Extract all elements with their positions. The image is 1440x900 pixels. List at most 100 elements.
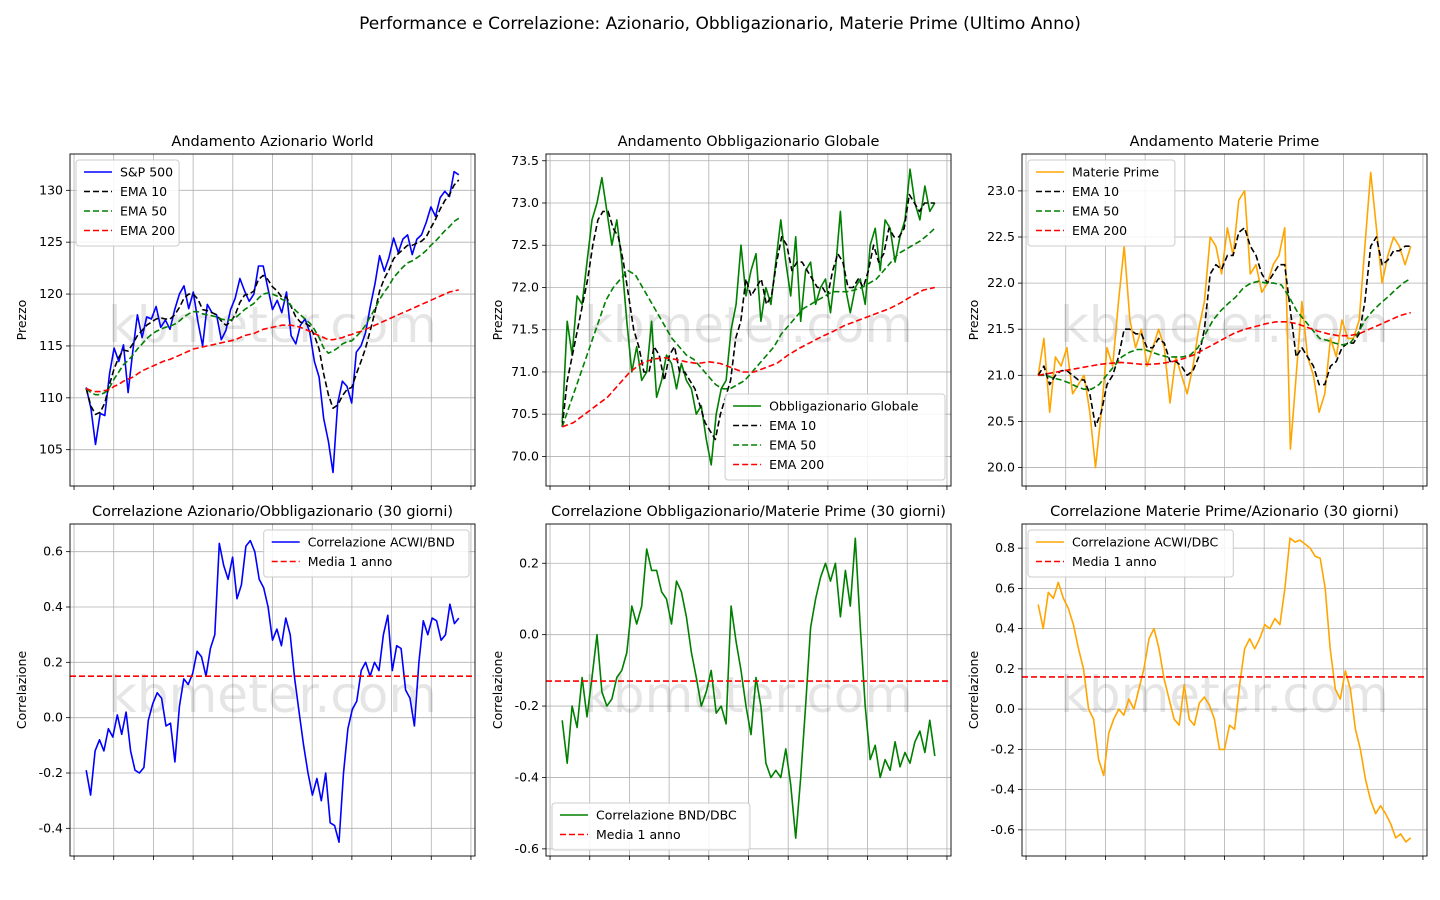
y-tick-label: -0.4 xyxy=(515,769,539,784)
y-tick-label: 120 xyxy=(39,286,63,301)
legend-label: EMA 10 xyxy=(769,418,816,433)
series-line-2 xyxy=(85,179,460,416)
series-line-1 xyxy=(561,168,936,466)
y-tick-label: 0.4 xyxy=(995,621,1015,636)
legend-box xyxy=(1027,159,1176,247)
y-axis-label: Correlazione xyxy=(490,651,505,730)
axes-frame xyxy=(69,523,476,857)
legend-label: EMA 50 xyxy=(1072,204,1119,219)
y-tick-label: 110 xyxy=(39,390,63,405)
legend: Correlazione ACWI/DBC Media 1 anno xyxy=(1027,529,1234,578)
y-axis-label: Prezzo xyxy=(490,300,505,341)
y-tick-label: -0.2 xyxy=(39,765,63,780)
series-line-3 xyxy=(85,217,460,396)
watermark: kbmeter.com xyxy=(108,666,437,724)
figure-title: Performance e Correlazione: Azionario, O… xyxy=(359,14,1081,34)
legend: Materie Prime EMA 10 EMA 50 EMA 200 xyxy=(1027,159,1176,247)
y-tick-label: 0.2 xyxy=(43,654,63,669)
y-tick-label: 72.5 xyxy=(511,237,539,252)
axes-frame xyxy=(1021,153,1428,487)
series-line-3 xyxy=(561,227,936,428)
y-tick-label: 20.5 xyxy=(987,413,1015,428)
y-tick-label: -0.6 xyxy=(515,841,539,856)
y-tick-label: 70.5 xyxy=(511,406,539,421)
y-axis-label: Prezzo xyxy=(966,300,981,341)
y-tick-label: 0.0 xyxy=(995,701,1015,716)
legend-label: S&P 500 xyxy=(120,165,173,180)
series-line-4 xyxy=(1038,311,1412,377)
series-line-2 xyxy=(561,193,935,441)
legend-label: EMA 50 xyxy=(769,438,816,453)
y-tick-label: 71.0 xyxy=(511,364,539,379)
series-line-2 xyxy=(1037,227,1411,427)
axes-frame xyxy=(545,523,952,857)
y-tick-label: -0.4 xyxy=(39,820,63,835)
y-tick-label: 0.2 xyxy=(519,555,539,570)
legend-label: Obbligazionario Globale xyxy=(769,399,919,414)
y-tick-label: 0.4 xyxy=(43,599,63,614)
legend-box xyxy=(75,159,180,247)
y-tick-label: -0.6 xyxy=(991,822,1015,837)
series-line-1 xyxy=(85,170,460,474)
legend: S&P 500 EMA 10 EMA 50 EMA 200 xyxy=(75,159,180,247)
y-tick-label: 0.2 xyxy=(995,661,1015,676)
y-axis-label: Correlazione xyxy=(14,651,29,730)
legend-label: EMA 200 xyxy=(1072,223,1127,238)
y-tick-label: 22.0 xyxy=(987,275,1015,290)
chart-panel-5: -0.6 -0.4 -0.2 0.0 0.2 kbmeter.com Correlazion… xyxy=(490,504,952,860)
legend-label: EMA 200 xyxy=(769,457,824,472)
y-tick-label: 20.0 xyxy=(987,460,1015,475)
y-tick-label: 0.6 xyxy=(995,580,1015,595)
y-tick-label: -0.4 xyxy=(991,782,1015,797)
y-axis-label: Correlazione xyxy=(966,651,981,730)
y-tick-label: -0.2 xyxy=(515,698,539,713)
legend-label: Materie Prime xyxy=(1072,165,1159,180)
legend-label: EMA 200 xyxy=(120,223,175,238)
chart-panel-4: -0.4 -0.2 0.0 0.2 0.4 0.6 kbmeter.com Correlazi… xyxy=(14,504,476,860)
y-tick-label: 0.6 xyxy=(43,544,63,559)
series-line-1 xyxy=(1037,537,1412,843)
y-tick-label: 71.5 xyxy=(511,322,539,337)
legend-box xyxy=(551,802,751,851)
chart-panel-2: 70.070.571.071.572.072.573.073.5kbmeter.… xyxy=(490,134,952,490)
chart-panel-6: -0.6 -0.4 -0.2 0.0 0.2 0.4 0.6 0.8 kbmeter.com Co… xyxy=(966,504,1428,860)
y-axis-label: Prezzo xyxy=(14,300,29,341)
legend-label: Media 1 anno xyxy=(1072,554,1157,569)
legend-label: EMA 10 xyxy=(120,184,167,199)
legend-label: Correlazione ACWI/DBC xyxy=(1072,535,1219,550)
legend: Correlazione ACWI/BND Media 1 anno xyxy=(263,529,470,578)
axes-frame xyxy=(545,153,952,487)
y-tick-label: 70.0 xyxy=(511,448,539,463)
y-tick-label: 21.5 xyxy=(987,321,1015,336)
watermark: kbmeter.com xyxy=(1060,666,1389,724)
y-tick-label: 125 xyxy=(39,234,63,249)
legend-label: Correlazione ACWI/BND xyxy=(308,535,455,550)
y-tick-label: -0.2 xyxy=(991,741,1015,756)
y-tick-label: 22.5 xyxy=(987,229,1015,244)
legend: Correlazione BND/DBC Media 1 anno xyxy=(551,802,751,851)
chart-panel-1: 105 110 115 120 125 130 kbmeter.com Andamento A… xyxy=(14,134,476,490)
legend-box xyxy=(1027,529,1234,578)
legend-label: Correlazione BND/DBC xyxy=(596,808,737,823)
y-tick-label: 72.0 xyxy=(511,279,539,294)
series-line-1 xyxy=(85,539,460,844)
axes-frame xyxy=(69,153,476,487)
watermark: kbmeter.com xyxy=(1060,296,1389,354)
chart-title: Andamento Materie Prime xyxy=(1130,134,1320,150)
y-tick-label: 105 xyxy=(39,442,63,457)
chart-title: Correlazione Materie Prime/Azionario (30… xyxy=(1050,504,1399,520)
legend-label: EMA 10 xyxy=(1072,184,1119,199)
series-line-1 xyxy=(1037,171,1412,469)
series-line-4 xyxy=(85,289,459,393)
chart-title: Correlazione Azionario/Obbligazionario (… xyxy=(92,504,453,520)
y-tick-label: 130 xyxy=(39,182,63,197)
y-tick-label: 21.0 xyxy=(987,367,1015,382)
legend-box xyxy=(263,529,470,578)
axes-frame xyxy=(1021,523,1428,857)
legend-box xyxy=(724,393,946,481)
series-line-3 xyxy=(1038,277,1412,391)
chart-panel-3: 20.0 20.5 21.0 21.5 22.0 22.5 23.0 kbmeter.com A… xyxy=(966,134,1428,490)
watermark: kbmeter.com xyxy=(108,296,437,354)
legend-label: Media 1 anno xyxy=(596,827,681,842)
